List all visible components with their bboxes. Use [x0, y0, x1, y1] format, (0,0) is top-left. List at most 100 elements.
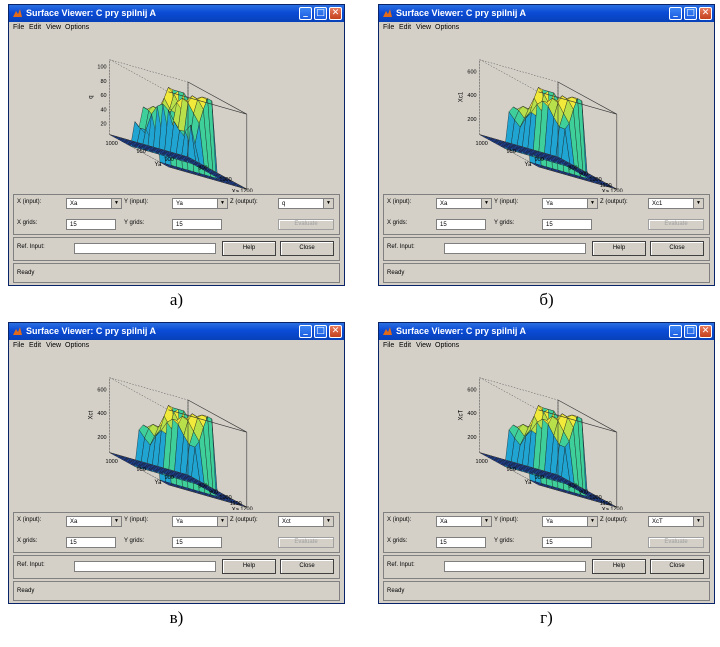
maximize-icon[interactable]: □: [314, 325, 327, 338]
x-grids-label: X grids:: [387, 538, 408, 544]
help-button[interactable]: Help: [592, 241, 646, 256]
evaluate-button[interactable]: Evaluate: [648, 219, 704, 230]
y-grids-field[interactable]: 15: [542, 537, 592, 548]
menu-options[interactable]: Options: [435, 24, 460, 31]
x-grids-field[interactable]: 15: [436, 219, 486, 230]
x-tick-label: 800: [568, 166, 577, 172]
menu-edit[interactable]: Edit: [29, 342, 42, 349]
x-grids-field[interactable]: 15: [66, 219, 116, 230]
ref-input-field[interactable]: [74, 561, 216, 572]
close-button[interactable]: Close: [280, 241, 334, 256]
z-tick-label: 400: [467, 411, 476, 417]
x-grids-field[interactable]: 15: [66, 537, 116, 548]
help-button[interactable]: Help: [222, 241, 276, 256]
matlab-app-icon: [383, 327, 392, 335]
ref-input-area: Ref. Input: Help Close: [13, 555, 340, 579]
title-bar[interactable]: Surface Viewer: C pry spilnij A _ □ ✕: [9, 323, 344, 340]
z-output-select[interactable]: Xc1 ▼: [648, 198, 704, 209]
close-icon[interactable]: ✕: [699, 7, 712, 20]
surface-viewer-window: Surface Viewer: C pry spilnij A _ □ ✕ Fi…: [8, 322, 345, 604]
maximize-icon[interactable]: □: [684, 325, 697, 338]
surface-plot[interactable]: 600400200XcT800900100011001200Xa10009509…: [383, 353, 710, 510]
surface-plot[interactable]: 600400200Xct800900100011001200Xa10009509…: [13, 353, 340, 510]
variable-selection-area: X (input): Xa ▼ Y (input): Ya ▼ Z (outpu…: [13, 194, 340, 235]
figure-caption: в): [169, 608, 184, 627]
ref-input-field[interactable]: [444, 561, 586, 572]
title-bar[interactable]: Surface Viewer: C pry spilnij A _ □ ✕: [379, 5, 714, 22]
help-button[interactable]: Help: [592, 559, 646, 574]
y-grids-field[interactable]: 15: [542, 219, 592, 230]
menu-view[interactable]: View: [46, 24, 62, 31]
close-button[interactable]: Close: [280, 559, 334, 574]
y-axis-label: Ya: [525, 162, 533, 168]
menu-edit[interactable]: Edit: [399, 342, 412, 349]
ref-input-field[interactable]: [444, 243, 586, 254]
menu-file[interactable]: File: [13, 24, 25, 31]
menu-view[interactable]: View: [416, 24, 432, 31]
title-bar[interactable]: Surface Viewer: C pry spilnij A _ □ ✕: [9, 5, 344, 22]
z-tick-label: 80: [100, 79, 106, 85]
y-grids-field[interactable]: 15: [172, 537, 222, 548]
menu-edit[interactable]: Edit: [399, 24, 412, 31]
menu-options[interactable]: Options: [435, 342, 460, 349]
y-grids-field[interactable]: 15: [172, 219, 222, 230]
z-tick-label: 400: [467, 93, 476, 99]
menu-options[interactable]: Options: [65, 24, 90, 31]
x-tick-label: 1200: [610, 507, 622, 510]
evaluate-button[interactable]: Evaluate: [278, 219, 334, 230]
z-output-select[interactable]: q ▼: [278, 198, 334, 209]
y-input-label: Y (input):: [124, 199, 149, 205]
minimize-icon[interactable]: _: [299, 7, 312, 20]
x-input-value: Xa: [440, 201, 448, 207]
z-tick-label: 40: [100, 107, 106, 113]
close-button[interactable]: Close: [650, 559, 704, 574]
evaluate-button[interactable]: Evaluate: [278, 537, 334, 548]
close-icon[interactable]: ✕: [699, 325, 712, 338]
surface-plot[interactable]: 600400200Xc1800900100011001200Xa10009509…: [383, 35, 710, 192]
menu-options[interactable]: Options: [65, 342, 90, 349]
y-grids-label: Y grids:: [124, 538, 145, 544]
x-tick-label: 1000: [589, 495, 601, 501]
close-icon[interactable]: ✕: [329, 7, 342, 20]
menu-view[interactable]: View: [416, 342, 432, 349]
x-input-select[interactable]: Xa ▼: [66, 198, 122, 209]
chevron-down-icon: ▼: [323, 199, 333, 208]
y-tick-label: 1000: [106, 141, 118, 147]
menu-bar: File Edit View Options: [9, 22, 344, 34]
x-input-select[interactable]: Xa ▼: [66, 516, 122, 527]
ref-input-field[interactable]: [74, 243, 216, 254]
y-tick-label: 950: [507, 467, 516, 473]
minimize-icon[interactable]: _: [669, 325, 682, 338]
evaluate-button[interactable]: Evaluate: [648, 537, 704, 548]
z-tick-label: 600: [467, 69, 476, 75]
x-input-select[interactable]: Xa ▼: [436, 198, 492, 209]
chevron-down-icon: ▼: [693, 199, 703, 208]
surface-viewer-window: Surface Viewer: C pry spilnij A _ □ ✕ Fi…: [378, 322, 715, 604]
x-tick-label: 1200: [240, 507, 252, 510]
x-input-select[interactable]: Xa ▼: [436, 516, 492, 527]
menu-file[interactable]: File: [13, 342, 25, 349]
window-title: Surface Viewer: C pry spilnij A: [26, 8, 157, 18]
menu-view[interactable]: View: [46, 342, 62, 349]
z-output-select[interactable]: Xct ▼: [278, 516, 334, 527]
help-button[interactable]: Help: [222, 559, 276, 574]
y-grids-label: Y grids:: [124, 220, 145, 226]
x-grids-field[interactable]: 15: [436, 537, 486, 548]
title-bar[interactable]: Surface Viewer: C pry spilnij A _ □ ✕: [379, 323, 714, 340]
menu-file[interactable]: File: [383, 342, 395, 349]
minimize-icon[interactable]: _: [299, 325, 312, 338]
variable-selection-area: X (input): Xa ▼ Y (input): Ya ▼ Z (outpu…: [13, 512, 340, 553]
menu-edit[interactable]: Edit: [29, 24, 42, 31]
y-input-select[interactable]: Ya ▼: [542, 516, 598, 527]
minimize-icon[interactable]: _: [669, 7, 682, 20]
z-output-select[interactable]: XcT ▼: [648, 516, 704, 527]
close-button[interactable]: Close: [650, 241, 704, 256]
maximize-icon[interactable]: □: [684, 7, 697, 20]
maximize-icon[interactable]: □: [314, 7, 327, 20]
close-icon[interactable]: ✕: [329, 325, 342, 338]
y-input-select[interactable]: Ya ▼: [172, 198, 228, 209]
y-input-select[interactable]: Ya ▼: [172, 516, 228, 527]
y-input-select[interactable]: Ya ▼: [542, 198, 598, 209]
menu-file[interactable]: File: [383, 24, 395, 31]
